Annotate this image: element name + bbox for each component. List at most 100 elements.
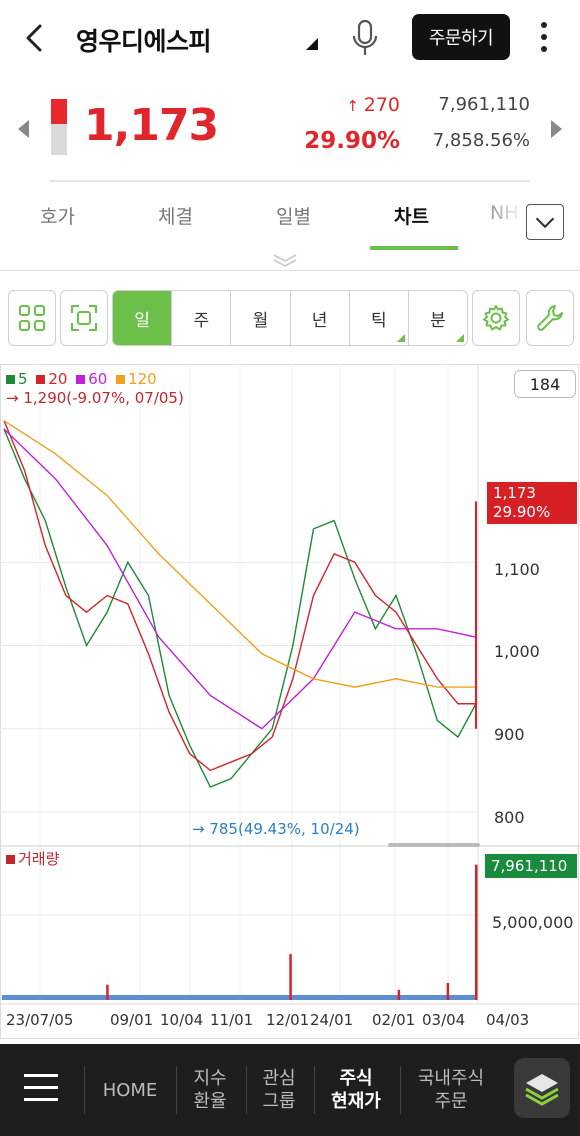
nav-divider bbox=[246, 1066, 247, 1114]
period-month[interactable]: 월 bbox=[231, 291, 291, 345]
legend-swatch bbox=[116, 375, 126, 384]
more-vertical-icon[interactable] bbox=[536, 20, 552, 54]
legend-swatch bbox=[6, 375, 15, 384]
quote-tabs: 호가 체결 일별 차트 NH bbox=[0, 192, 580, 252]
period-selector: 일 주 월 년 틱 분 bbox=[112, 290, 468, 346]
legend-label: 60 bbox=[88, 370, 108, 388]
submenu-corner-icon bbox=[456, 334, 465, 342]
tools-button[interactable] bbox=[526, 290, 574, 346]
layers-button[interactable] bbox=[514, 1058, 570, 1118]
mic-icon[interactable] bbox=[350, 18, 380, 58]
volume-baseline-bars bbox=[2, 995, 476, 1000]
divider bbox=[50, 180, 530, 182]
price-summary: 1,173 ↑ 270 29.90% 7,961,110 7,858.56% bbox=[0, 84, 580, 174]
arrow-right-icon: → bbox=[6, 389, 24, 407]
fullscreen-button[interactable] bbox=[60, 290, 108, 346]
legend-label: 120 bbox=[128, 370, 157, 388]
chart-scroll-thumb[interactable] bbox=[388, 843, 480, 847]
period-tick-label: 틱 bbox=[370, 310, 387, 331]
legend-ma5: 5 bbox=[6, 370, 28, 388]
wrench-icon bbox=[537, 305, 563, 331]
divider bbox=[0, 270, 580, 271]
volume-bar bbox=[397, 989, 401, 1000]
volume-bar bbox=[475, 864, 478, 1000]
chart-canvas[interactable] bbox=[0, 364, 580, 1040]
nav-divider bbox=[84, 1066, 85, 1114]
ma-line-20 bbox=[3, 420, 476, 772]
tab-chart[interactable]: 차트 bbox=[394, 206, 429, 228]
active-tab-indicator bbox=[370, 246, 458, 250]
x-tick-label: 24/01 bbox=[310, 1011, 354, 1029]
current-price: 1,173 bbox=[84, 100, 219, 151]
bottom-nav: HOME 지수 환율 관심 그룹 주식 현재가 국내주식 주문 bbox=[0, 1044, 580, 1136]
period-week[interactable]: 주 bbox=[172, 291, 232, 345]
moving-average-lines bbox=[3, 420, 477, 788]
legend-ma20: 20 bbox=[36, 370, 67, 388]
nav-divider bbox=[400, 1066, 401, 1114]
volume-swatch bbox=[6, 855, 15, 864]
period-year[interactable]: 년 bbox=[291, 291, 350, 345]
stock-name[interactable]: 영우디에스피 bbox=[76, 27, 212, 56]
chevron-down-icon[interactable] bbox=[526, 204, 564, 240]
nav-watchlist[interactable]: 관심 그룹 bbox=[262, 1068, 296, 1112]
y-tick-label: 1,000 bbox=[494, 642, 540, 661]
top-header: 영우디에스피 주문하기 bbox=[0, 0, 580, 78]
stock-select-triangle-icon[interactable] bbox=[306, 38, 318, 50]
layers-icon bbox=[525, 1074, 559, 1106]
y-tick-label: 1,100 bbox=[494, 560, 540, 579]
chart-frame bbox=[0, 364, 579, 1039]
x-tick-label: 10/04 bbox=[160, 1011, 204, 1029]
legend-label: 20 bbox=[48, 370, 68, 388]
nav-divider bbox=[314, 1066, 315, 1114]
price-change-pct: 29.90% bbox=[304, 128, 400, 154]
candle-count[interactable]: 184 bbox=[514, 370, 576, 398]
grid-layout-button[interactable] bbox=[8, 290, 56, 346]
period-minute-label: 분 bbox=[430, 310, 446, 331]
x-tick-label: 02/01 bbox=[372, 1011, 416, 1029]
y-tick-label: 800 bbox=[494, 808, 525, 827]
price-chart[interactable]: 5 20 60 120 → 1,290(-9.07%, 07/05) 184 1… bbox=[0, 364, 580, 1040]
volume-ratio: 7,858.56% bbox=[432, 130, 530, 151]
nav-home[interactable]: HOME bbox=[102, 1079, 158, 1101]
volume-bar bbox=[106, 984, 109, 1000]
order-button[interactable]: 주문하기 bbox=[412, 14, 510, 60]
legend-ma60: 60 bbox=[76, 370, 107, 388]
back-arrow-icon[interactable] bbox=[18, 20, 52, 56]
volume-axis-label: 5,000,000 bbox=[492, 913, 574, 932]
nav-stock-price[interactable]: 주식 현재가 bbox=[331, 1068, 381, 1112]
x-tick-label: 11/01 bbox=[210, 1011, 254, 1029]
volume-title-label: 거래량 bbox=[18, 850, 60, 868]
previous-high-value: 1,290(-9.07%, 07/05) bbox=[23, 389, 184, 407]
up-arrow-icon: ↑ bbox=[346, 97, 364, 115]
volume-bar bbox=[289, 954, 292, 1000]
x-tick-label: 04/03 bbox=[486, 1011, 530, 1029]
price-change-value: 270 bbox=[363, 94, 400, 116]
nav-domestic-order[interactable]: 국내주식 주문 bbox=[417, 1068, 485, 1112]
settings-button[interactable] bbox=[472, 290, 520, 346]
legend-ma120: 120 bbox=[116, 370, 157, 388]
ma-legend: 5 20 60 120 bbox=[6, 370, 161, 388]
nav-divider bbox=[176, 1066, 177, 1114]
menu-icon[interactable] bbox=[24, 1074, 58, 1104]
fullscreen-icon bbox=[71, 305, 97, 331]
nav-index-fx[interactable]: 지수 환율 bbox=[193, 1068, 227, 1112]
period-minute[interactable]: 분 bbox=[409, 291, 467, 345]
period-day[interactable]: 일 bbox=[113, 291, 173, 345]
volume-bars bbox=[2, 864, 478, 1000]
prev-stock-arrow-icon[interactable] bbox=[18, 120, 29, 138]
next-stock-arrow-icon[interactable] bbox=[551, 120, 562, 138]
submenu-corner-icon bbox=[396, 334, 405, 342]
chart-grid bbox=[0, 364, 478, 1004]
y-tick-label: 900 bbox=[494, 725, 525, 744]
tab-hoga[interactable]: 호가 bbox=[40, 206, 75, 228]
arrow-right-icon: → bbox=[192, 820, 210, 838]
period-low-label: → 785(49.43%, 10/24) bbox=[192, 820, 360, 838]
legend-swatch bbox=[36, 375, 46, 384]
day-range-bar bbox=[51, 99, 67, 155]
period-tick[interactable]: 틱 bbox=[350, 291, 409, 345]
expand-chevron-icon[interactable] bbox=[270, 252, 300, 268]
ma-line-60 bbox=[3, 428, 477, 730]
volume-bar bbox=[446, 983, 450, 1000]
tab-daily[interactable]: 일별 bbox=[276, 206, 311, 228]
tab-trades[interactable]: 체결 bbox=[158, 206, 193, 228]
